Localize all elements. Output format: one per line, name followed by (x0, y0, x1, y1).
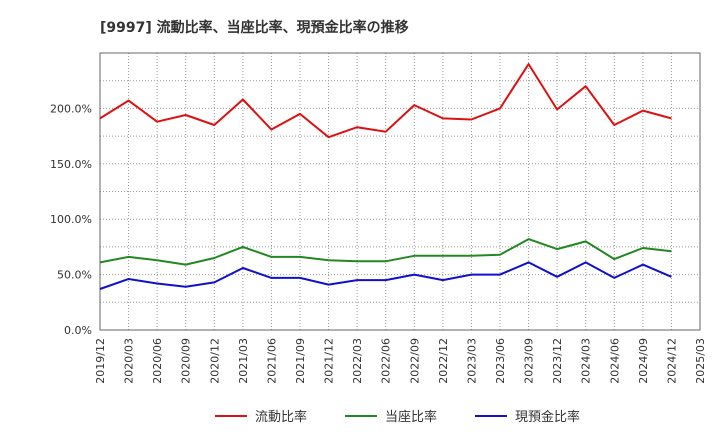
y-tick-label: 50.0% (57, 269, 92, 282)
x-tick-label: 2019/12 (94, 338, 107, 384)
x-tick-label: 2020/03 (123, 338, 136, 384)
x-tick-label: 2020/06 (151, 338, 164, 384)
x-tick-label: 2023/06 (494, 338, 507, 384)
x-tick-label: 2022/12 (437, 338, 450, 384)
x-tick-label: 2025/03 (694, 338, 707, 384)
x-tick-label: 2021/06 (265, 338, 278, 384)
legend-label: 当座比率 (385, 409, 437, 425)
x-tick-label: 2024/12 (665, 338, 678, 384)
x-tick-label: 2021/03 (237, 338, 250, 384)
x-tick-label: 2020/09 (180, 338, 193, 384)
y-axis-ticks: 0.0% 50.0% 100.0% 150.0% 200.0% (50, 102, 92, 337)
legend: 流動比率 当座比率 現預金比率 (215, 409, 580, 425)
x-tick-label: 2024/06 (608, 338, 621, 384)
series-line-当座比率 (99, 238, 672, 266)
legend-label: 流動比率 (255, 409, 307, 425)
y-tick-label: 100.0% (50, 213, 92, 226)
x-tick-label: 2022/03 (351, 338, 364, 384)
grid (100, 53, 700, 330)
x-tick-label: 2021/09 (294, 338, 307, 384)
x-tick-label: 2024/09 (637, 338, 650, 384)
plot-area-frame (99, 52, 701, 331)
x-tick-label: 2023/03 (465, 338, 478, 384)
y-tick-label: 200.0% (50, 102, 92, 115)
series-line-現預金比率 (99, 261, 672, 290)
y-tick-label: 0.0% (64, 324, 92, 337)
x-axis-ticks: 2019/12 2020/03 2020/06 2020/09 2020/12 2021/… (94, 338, 707, 384)
x-tick-label: 2023/09 (523, 338, 536, 384)
chart-title: [9997] 流動比率、当座比率、現預金比率の推移 (100, 19, 409, 36)
legend-label: 現預金比率 (515, 409, 580, 425)
x-tick-label: 2022/06 (380, 338, 393, 384)
series-line-流動比率 (99, 63, 672, 139)
series-lines (99, 63, 672, 290)
x-tick-label: 2024/03 (580, 338, 593, 384)
x-tick-label: 2020/12 (208, 338, 221, 384)
y-tick-label: 150.0% (50, 158, 92, 171)
x-tick-label: 2022/09 (408, 338, 421, 384)
x-tick-label: 2023/12 (551, 338, 564, 384)
x-tick-label: 2021/12 (323, 338, 336, 384)
